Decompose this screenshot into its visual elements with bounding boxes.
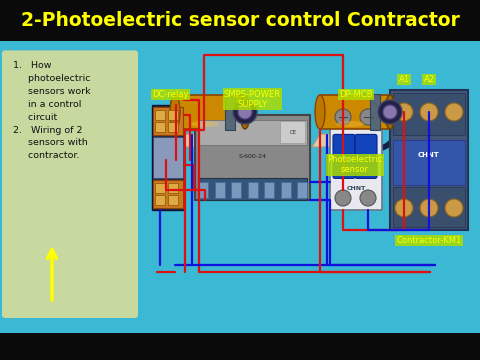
Circle shape (360, 190, 376, 206)
Bar (248, 182, 257, 198)
Bar (225, 94, 235, 130)
Bar (175, 95, 245, 129)
Text: CHNT: CHNT (347, 186, 366, 192)
Text: 2-Photoelectric sensor control Contractor: 2-Photoelectric sensor control Contracto… (21, 11, 459, 30)
Bar (393, 140, 465, 185)
FancyBboxPatch shape (333, 134, 355, 179)
Ellipse shape (191, 121, 219, 127)
Bar (153, 180, 183, 208)
Text: DC-relay: DC-relay (152, 90, 189, 99)
Text: 1.   How
     photoelectric
     sensors work
     in a control
     circuit
2. : 1. How photoelectric sensors work in a c… (13, 62, 91, 160)
Bar (168, 110, 178, 120)
Bar (280, 121, 305, 143)
Circle shape (335, 109, 351, 125)
Text: CE: CE (289, 130, 297, 135)
Bar (153, 137, 183, 178)
Circle shape (378, 100, 402, 124)
Bar (0, 333, 480, 360)
Circle shape (335, 190, 351, 206)
Polygon shape (167, 134, 232, 147)
Circle shape (445, 103, 463, 121)
FancyBboxPatch shape (2, 50, 138, 318)
Ellipse shape (170, 95, 180, 129)
Circle shape (395, 199, 413, 217)
Bar (155, 195, 165, 205)
Ellipse shape (336, 121, 364, 127)
Bar (280, 182, 290, 198)
Text: Photoelectric
sensor: Photoelectric sensor (327, 155, 383, 174)
Bar (390, 90, 468, 230)
Bar (168, 183, 178, 193)
Bar (393, 187, 465, 227)
Circle shape (238, 105, 252, 119)
Bar (231, 182, 241, 198)
Bar (297, 182, 307, 198)
Ellipse shape (385, 95, 395, 129)
Bar (215, 182, 225, 198)
Circle shape (420, 103, 438, 121)
Circle shape (395, 103, 413, 121)
Bar (155, 122, 165, 132)
Bar (330, 105, 382, 210)
Circle shape (420, 199, 438, 217)
Bar (155, 110, 165, 120)
Ellipse shape (315, 95, 325, 129)
Text: A2: A2 (423, 75, 434, 84)
Bar (0, 0, 480, 41)
FancyBboxPatch shape (355, 134, 377, 179)
Bar (168, 195, 178, 205)
Bar (168, 122, 178, 132)
Text: Contractor-KM1: Contractor-KM1 (396, 236, 462, 245)
Bar (393, 93, 465, 135)
Text: CHNT: CHNT (418, 152, 440, 158)
Circle shape (383, 105, 397, 119)
Circle shape (360, 109, 376, 125)
Text: S-600-24: S-600-24 (239, 154, 266, 159)
Bar (264, 182, 274, 198)
Bar (370, 94, 380, 130)
Text: A1: A1 (398, 75, 409, 84)
Text: DP-MCB: DP-MCB (339, 90, 373, 99)
Text: SMPS-POWER
SUPPLY: SMPS-POWER SUPPLY (224, 90, 281, 109)
Ellipse shape (240, 95, 250, 129)
Bar (320, 95, 390, 129)
Polygon shape (312, 134, 377, 147)
Bar (198, 120, 307, 145)
Bar (195, 115, 310, 200)
Bar (0, 41, 480, 333)
Circle shape (233, 100, 257, 124)
Bar (198, 182, 208, 198)
Bar (152, 105, 184, 210)
Bar (153, 107, 183, 135)
Circle shape (445, 199, 463, 217)
Bar (198, 178, 307, 200)
Bar (155, 183, 165, 193)
